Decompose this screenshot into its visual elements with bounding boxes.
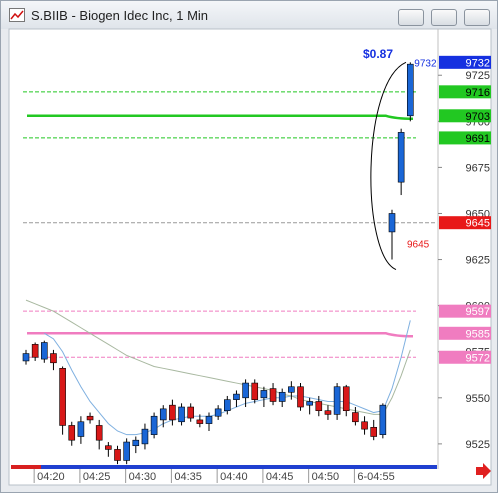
candle-body	[352, 412, 359, 423]
x-tick-label: 04:35	[174, 471, 202, 483]
level-box	[439, 85, 491, 99]
level-label: 9716	[466, 87, 490, 99]
level-box	[439, 216, 491, 230]
candle-body	[95, 425, 103, 441]
x-tick-label: 04:45	[266, 471, 294, 483]
candle-body	[379, 404, 387, 435]
x-tick-label: 04:40	[220, 471, 248, 483]
level-label: 9572	[466, 352, 490, 364]
candle-body	[233, 393, 240, 400]
level-label: 9645	[466, 218, 490, 230]
level-line	[27, 114, 414, 121]
candle-body	[278, 391, 286, 402]
candle-body	[306, 401, 313, 406]
candle-body	[68, 425, 76, 441]
x-tick-label: 04:50	[312, 471, 340, 483]
move-label: $0.87	[363, 47, 393, 61]
candle-body	[77, 421, 85, 437]
level-box	[439, 131, 491, 145]
x-tick-label: 04:20	[37, 471, 65, 483]
candle-body	[315, 401, 323, 412]
candle-body	[169, 404, 176, 421]
title-bar: S.BIIB - Biogen Idec Inc, 1 Min	[1, 1, 497, 29]
level-label: 9597	[466, 306, 490, 318]
candle-body	[297, 386, 304, 408]
move-bracket	[370, 61, 407, 271]
candle-body	[141, 428, 149, 445]
candle-body	[178, 406, 185, 423]
candle-body	[132, 439, 140, 447]
candle-body	[224, 399, 231, 412]
candle-body	[187, 406, 194, 419]
x-tick-label: 6-04:55	[357, 471, 394, 483]
level-box	[439, 326, 491, 340]
level-box	[439, 109, 491, 123]
x-tick-label: 04:25	[83, 471, 111, 483]
scroll-marker	[11, 465, 41, 469]
level-label: 9691	[466, 133, 490, 145]
scroll-arrow[interactable]	[476, 463, 491, 479]
y-tick-label: 9525	[466, 439, 490, 451]
candle-body	[342, 386, 350, 412]
scroll-bar	[11, 465, 437, 469]
candle-body	[123, 441, 130, 461]
candle-body	[22, 353, 30, 362]
candle-body	[333, 386, 341, 415]
maximize-button[interactable]	[431, 9, 457, 26]
candle-body	[150, 415, 158, 435]
candle-body	[251, 382, 259, 400]
candle-body	[406, 63, 414, 117]
candle-body	[269, 388, 277, 402]
minimize-button[interactable]	[398, 9, 424, 26]
high-label: 9732	[414, 58, 437, 69]
candle-body	[59, 368, 66, 426]
candle-body	[260, 390, 268, 399]
candle-body	[114, 449, 121, 461]
low-label: 9645	[407, 240, 430, 251]
close-button[interactable]	[464, 9, 490, 26]
level-label: 9703	[466, 111, 490, 123]
candle-body	[205, 415, 213, 424]
candle-body	[242, 382, 249, 399]
candle-body	[288, 386, 295, 393]
candle-body	[105, 445, 112, 450]
level-box	[439, 350, 491, 364]
window-title: S.BIIB - Biogen Idec Inc, 1 Min	[31, 8, 209, 23]
candle-body	[397, 132, 405, 183]
x-tick-label: 04:30	[129, 471, 157, 483]
candle-body	[86, 415, 94, 421]
y-tick-label: 9725	[466, 70, 490, 82]
level-label: 9732	[466, 57, 490, 69]
y-tick-label: 9550	[466, 393, 490, 405]
candle-body	[214, 408, 222, 417]
y-tick-label: 9675	[466, 162, 490, 174]
candle-body	[50, 353, 57, 364]
level-line	[27, 332, 414, 338]
window-icon	[9, 8, 25, 22]
level-box	[439, 55, 491, 69]
level-label: 9585	[466, 328, 490, 340]
candle-body	[370, 426, 378, 437]
y-tick-label: 9625	[466, 255, 490, 267]
candle-body	[196, 419, 204, 424]
candle-body	[40, 342, 48, 360]
candle-body	[159, 408, 167, 421]
candle-body	[388, 213, 396, 233]
candle-body	[324, 410, 332, 415]
candle-body	[31, 344, 39, 358]
candle-body	[361, 421, 368, 430]
level-box	[439, 304, 491, 318]
